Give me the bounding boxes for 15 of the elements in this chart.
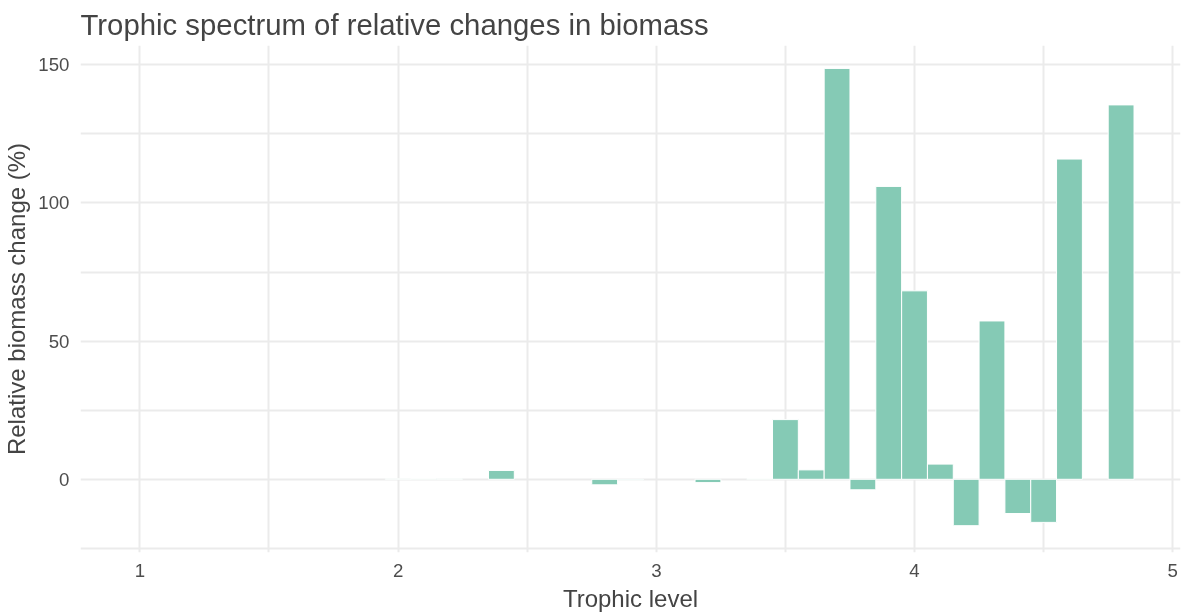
bar — [694, 478, 722, 484]
x-axis-title: Trophic level — [562, 584, 699, 612]
x-tick-label: 2 — [392, 559, 404, 581]
y-tick-label: 100 — [38, 192, 70, 214]
y-tick-label: 0 — [59, 468, 70, 490]
x-tick-label: 4 — [909, 559, 920, 581]
x-tick-label: 5 — [1167, 559, 1178, 581]
y-tick-label: 150 — [38, 54, 70, 76]
bar — [1107, 104, 1135, 480]
y-tick-label: 50 — [48, 330, 70, 352]
y-axis-title: Relative biomass change (%) — [3, 142, 31, 456]
x-tick-label: 1 — [134, 559, 146, 581]
bar — [487, 469, 515, 480]
x-tick-label: 3 — [651, 559, 662, 581]
chart-title: Trophic spectrum of relative changes in biomass — [80, 7, 709, 41]
